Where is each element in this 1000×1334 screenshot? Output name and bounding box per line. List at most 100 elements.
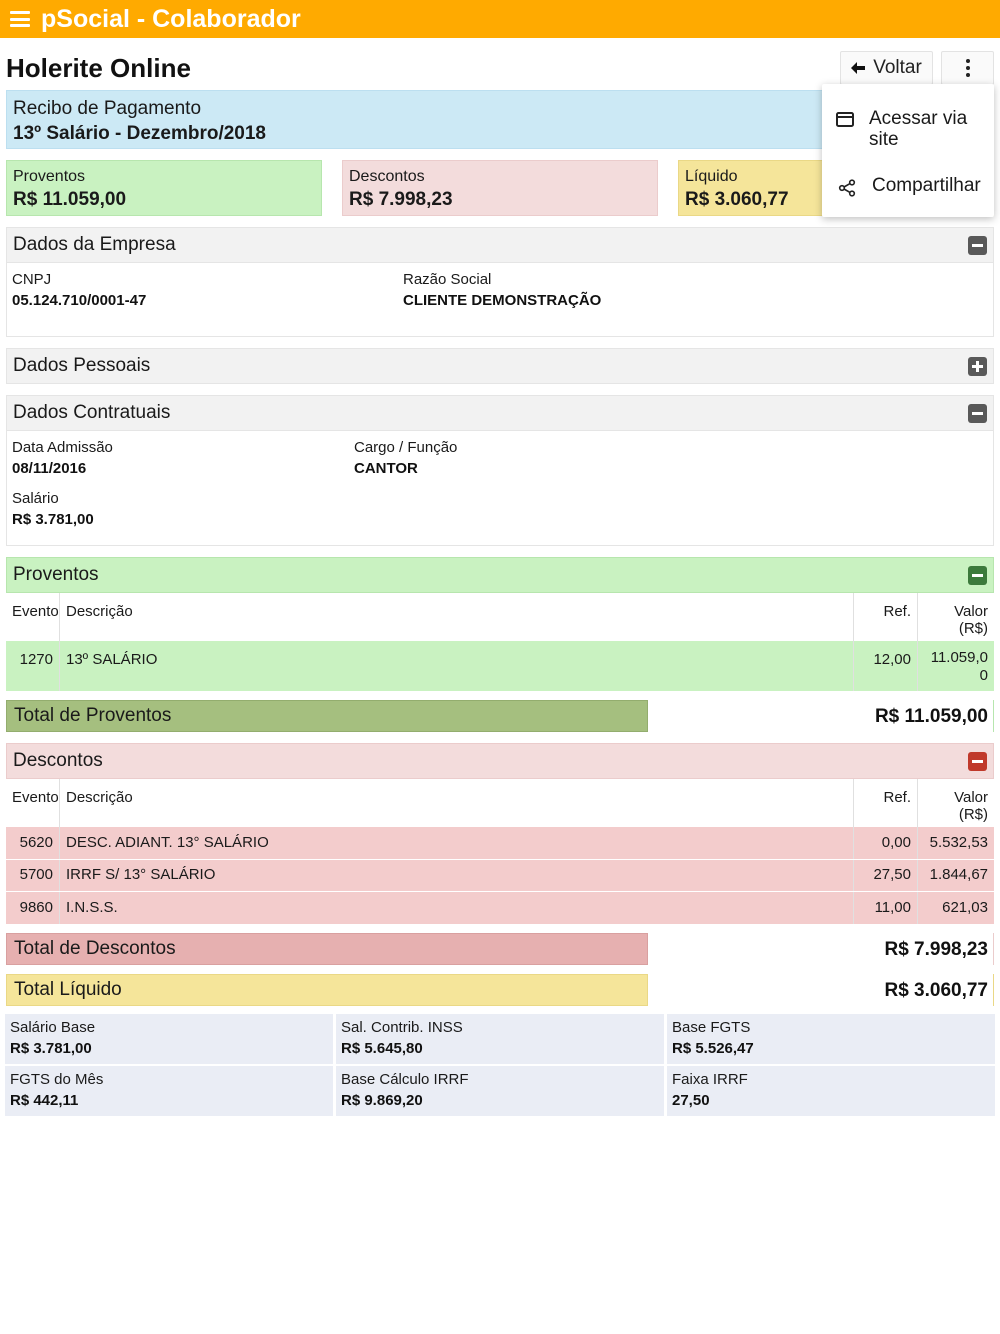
cell-evento: 5700 xyxy=(6,860,60,891)
summary-descontos-value: R$ 7.998,23 xyxy=(349,189,453,210)
cell-descricao: DESC. ADIANT. 13° SALÁRIO xyxy=(60,827,854,859)
summary-proventos-value: R$ 11.059,00 xyxy=(13,189,127,210)
table-row[interactable]: 1270 13º SALÁRIO 12,00 11.059,00 xyxy=(6,641,994,691)
panel-empresa-body: CNPJ 05.124.710/0001-47 Razão Social CLI… xyxy=(6,263,994,337)
total-proventos-edge xyxy=(993,700,994,732)
cell-evento: 9860 xyxy=(6,892,60,924)
back-button[interactable]: Voltar xyxy=(840,51,933,85)
field-razao-social: Razão Social CLIENTE DEMONSTRAÇÃO xyxy=(403,271,601,309)
base-value: R$ 442,11 xyxy=(10,1092,79,1109)
panel-proventos-header[interactable]: Proventos xyxy=(6,557,994,593)
field-cargo: Cargo / Função CANTOR xyxy=(354,439,457,477)
cell-descricao: 13º SALÁRIO xyxy=(60,641,854,691)
panel-contratuais-header[interactable]: Dados Contratuais xyxy=(6,395,994,431)
summary-descontos: Descontos R$ 7.998,23 xyxy=(342,160,658,216)
table-header-row: Evento Descrição Ref. Valor (R$) xyxy=(6,779,994,827)
page-title: Holerite Online xyxy=(6,53,191,83)
base-label: Base FGTS xyxy=(672,1019,751,1036)
panel-descontos-header[interactable]: Descontos xyxy=(6,743,994,779)
cell-descricao: I.N.S.S. xyxy=(60,892,854,924)
field-admissao: Data Admissão 08/11/2016 xyxy=(12,439,113,477)
col-ref: Ref. xyxy=(854,593,918,641)
field-razao-label: Razão Social xyxy=(403,271,492,288)
options-menu: Acessar via site Compartilhar xyxy=(822,84,994,217)
receipt-label: Recibo de Pagamento xyxy=(13,98,202,119)
field-cnpj-label: CNPJ xyxy=(12,271,52,288)
base-value: R$ 5.526,47 xyxy=(672,1040,754,1057)
cell-ref: 11,00 xyxy=(854,892,918,924)
panel-pessoais-header[interactable]: Dados Pessoais xyxy=(6,348,994,384)
app-bar: pSocial - Colaborador xyxy=(0,0,1000,38)
app-title: pSocial - Colaborador xyxy=(41,4,301,33)
collapse-icon[interactable] xyxy=(968,566,987,585)
collapse-icon[interactable] xyxy=(968,236,987,255)
table-row[interactable]: 5620 DESC. ADIANT. 13° SALÁRIO 0,00 5.53… xyxy=(6,827,994,859)
fgts-mes: FGTS do Mês R$ 442,11 xyxy=(5,1066,333,1116)
total-liquido-value: R$ 3.060,77 xyxy=(884,980,988,1001)
total-descontos-value: R$ 7.998,23 xyxy=(884,939,988,960)
col-valor: Valor (R$) xyxy=(954,603,988,637)
summary-descontos-label: Descontos xyxy=(349,168,425,185)
browser-window-icon xyxy=(836,112,855,127)
table-row[interactable]: 9860 I.N.S.S. 11,00 621,03 xyxy=(6,891,994,924)
field-razao-value: CLIENTE DEMONSTRAÇÃO xyxy=(403,292,602,309)
field-admissao-label: Data Admissão xyxy=(12,439,113,456)
menu-item-open-site-label: Acessar via site xyxy=(868,108,968,150)
arrow-left-icon xyxy=(851,62,866,74)
base-value: R$ 3.781,00 xyxy=(10,1040,92,1057)
cell-valor: 11.059,00 xyxy=(930,649,988,684)
col-evento: Evento xyxy=(6,779,60,827)
col-valor: Valor (R$) xyxy=(954,789,988,823)
field-salario: Salário R$ 3.781,00 xyxy=(12,490,94,528)
total-proventos-value: R$ 11.059,00 xyxy=(874,706,988,727)
cell-ref: 12,00 xyxy=(854,641,918,691)
panel-pessoais-title: Dados Pessoais xyxy=(13,355,151,376)
field-cargo-label: Cargo / Função xyxy=(354,439,458,456)
total-proventos-label: Total de Proventos xyxy=(6,700,648,732)
cell-valor: 5.532,53 xyxy=(929,834,988,851)
summary-liquido-value: R$ 3.060,77 xyxy=(685,189,789,210)
base-value: R$ 5.645,80 xyxy=(341,1040,423,1057)
base-inss: Sal. Contrib. INSS R$ 5.645,80 xyxy=(336,1014,664,1064)
panel-contratuais-title: Dados Contratuais xyxy=(13,402,171,423)
expand-icon[interactable] xyxy=(968,357,987,376)
col-descricao: Descrição xyxy=(60,593,854,641)
col-descricao: Descrição xyxy=(60,779,854,827)
menu-item-share[interactable]: Compartilhar xyxy=(822,175,994,197)
summary-liquido-label: Líquido xyxy=(685,168,738,185)
hamburger-icon[interactable] xyxy=(10,11,30,27)
total-descontos-edge xyxy=(993,933,994,965)
summary-proventos-label: Proventos xyxy=(13,168,86,185)
field-cargo-value: CANTOR xyxy=(354,460,418,477)
table-row[interactable]: 5700 IRRF S/ 13° SALÁRIO 27,50 1.844,67 xyxy=(6,859,994,891)
cell-valor: 621,03 xyxy=(942,899,988,916)
field-cnpj-value: 05.124.710/0001-47 xyxy=(12,292,147,309)
cell-evento: 1270 xyxy=(6,641,60,691)
cell-valor: 1.844,67 xyxy=(929,866,988,883)
more-options-button[interactable] xyxy=(941,51,994,85)
table-header-row: Evento Descrição Ref. Valor (R$) xyxy=(6,593,994,641)
panel-empresa-header[interactable]: Dados da Empresa xyxy=(6,227,994,263)
total-liquido-edge xyxy=(993,974,994,1006)
menu-item-share-label: Compartilhar xyxy=(872,175,981,196)
base-label: Base Cálculo IRRF xyxy=(341,1071,469,1088)
receipt-period: 13º Salário - Dezembro/2018 xyxy=(13,123,267,144)
base-value: R$ 9.869,20 xyxy=(341,1092,423,1109)
summary-proventos: Proventos R$ 11.059,00 xyxy=(6,160,322,216)
collapse-icon[interactable] xyxy=(968,404,987,423)
faixa-irrf: Faixa IRRF 27,50 xyxy=(667,1066,995,1116)
total-liquido-label: Total Líquido xyxy=(6,974,648,1006)
menu-item-open-site[interactable]: Acessar via site xyxy=(822,108,994,150)
collapse-icon[interactable] xyxy=(968,752,987,771)
bases-grid: Salário Base R$ 3.781,00 Sal. Contrib. I… xyxy=(5,1014,995,1116)
panel-contratuais-body: Data Admissão 08/11/2016 Cargo / Função … xyxy=(6,431,994,546)
more-vertical-icon xyxy=(965,59,970,77)
cell-ref: 27,50 xyxy=(854,860,918,891)
field-cnpj: CNPJ 05.124.710/0001-47 xyxy=(12,271,146,309)
field-salario-value: R$ 3.781,00 xyxy=(12,511,94,528)
col-evento: Evento xyxy=(6,593,60,641)
cell-evento: 5620 xyxy=(6,827,60,859)
base-value: 27,50 xyxy=(672,1092,710,1109)
base-label: Sal. Contrib. INSS xyxy=(341,1019,463,1036)
back-button-label: Voltar xyxy=(873,57,922,78)
